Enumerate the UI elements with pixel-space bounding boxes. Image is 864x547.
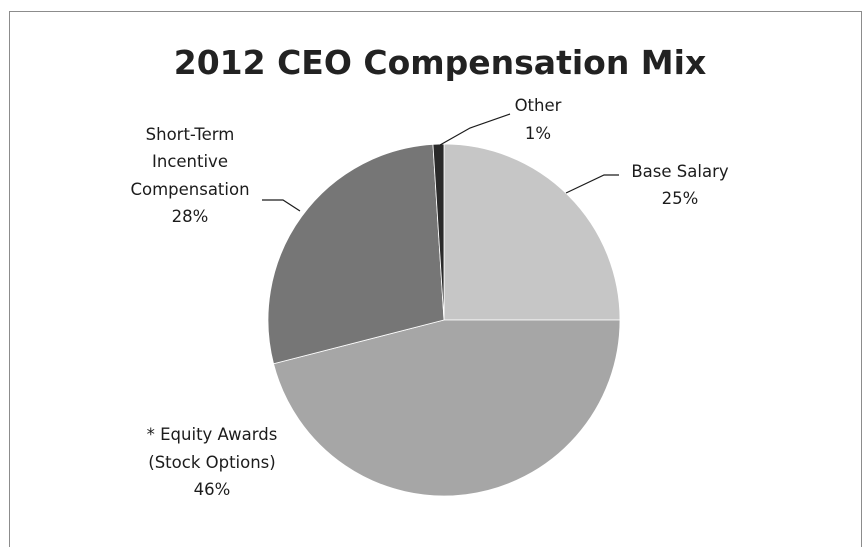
pie-slice-other xyxy=(432,143,445,321)
label-other-value: 1% xyxy=(525,124,551,143)
pie-slice-base-salary xyxy=(443,143,621,321)
label-short-term-line3: Compensation xyxy=(130,180,249,199)
label-short-term-value: 28% xyxy=(172,207,209,226)
label-equity-value: 46% xyxy=(194,480,231,499)
pie-slices xyxy=(267,143,621,497)
leader-line-other xyxy=(439,113,511,146)
leader-line-short-term xyxy=(262,199,301,212)
slice-label-other: Other 1% xyxy=(515,96,562,143)
label-short-term-line1: Short-Term xyxy=(146,125,235,144)
slice-label-base-salary: Base Salary 25% xyxy=(631,162,728,208)
label-equity-line1: * Equity Awards xyxy=(147,425,278,444)
slice-label-short-term: Short-Term Incentive Compensation 28% xyxy=(130,125,249,226)
label-equity-line2: (Stock Options) xyxy=(148,453,275,472)
label-base-salary-value: 25% xyxy=(662,189,699,208)
pie-slice-short-term-incentive-compensation xyxy=(267,143,445,365)
label-other-name: Other xyxy=(515,96,562,115)
chart-title: 2012 CEO Compensation Mix xyxy=(174,43,707,82)
label-base-salary-name: Base Salary xyxy=(631,162,728,181)
leader-lines xyxy=(262,113,619,212)
label-short-term-line2: Incentive xyxy=(152,152,228,171)
pie-slice-equity-awards-stock-options xyxy=(273,319,621,497)
slice-label-equity: * Equity Awards (Stock Options) 46% xyxy=(147,425,278,499)
leader-line-base-salary xyxy=(565,174,619,194)
